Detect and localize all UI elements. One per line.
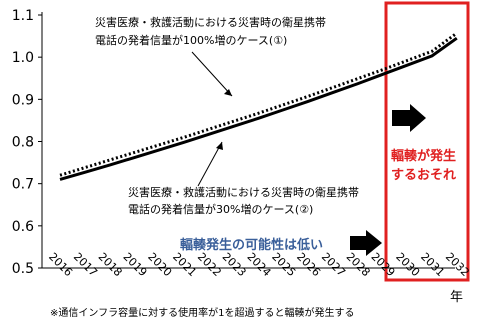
annotation-series2-arrowhead — [216, 142, 223, 150]
y-tick-label: 0.9 — [12, 92, 34, 108]
x-tick-label: 2020 — [145, 250, 174, 279]
danger-region-box — [384, 1, 470, 282]
annotation-series2-line1: 災害医療・救護活動における災害時の衛星携帯 — [128, 185, 359, 199]
series-line-2 — [59, 36, 458, 181]
series-line-1 — [59, 31, 458, 177]
annotation-series2-arrow — [197, 141, 223, 187]
x-tick-label: 2022 — [195, 250, 224, 279]
y-tick-label: 0.8 — [12, 135, 34, 151]
x-tick-label: 2030 — [393, 250, 422, 279]
x-tick-label: 2027 — [319, 250, 348, 279]
danger-label-line1: 輻輳が発生 — [391, 148, 456, 164]
safe-arrow-icon — [350, 230, 382, 256]
footnote: ※通信インフラ容量に対する使用率が1を超過すると輻輳が発生する — [50, 306, 354, 319]
x-tick-label: 2019 — [120, 250, 149, 279]
danger-label-line2: するおそれ — [391, 168, 456, 183]
x-tick-label: 2025 — [269, 250, 298, 279]
x-tick-label: 2029 — [368, 250, 397, 279]
annotation-series2-line2: 電話の発着信量が30%増のケース(②) — [128, 202, 313, 216]
annotation-series1-arrow — [191, 51, 233, 97]
x-tick-label: 2016 — [46, 250, 75, 279]
annotation-series1-arrowhead — [224, 89, 232, 96]
x-tick-label: 2023 — [220, 250, 249, 279]
x-tick-label: 2021 — [170, 250, 199, 279]
x-tick-label: 2017 — [71, 250, 100, 279]
x-tick-label: 2024 — [244, 250, 273, 279]
x-tick-label: 2026 — [294, 250, 323, 279]
y-tick-label: 0.6 — [12, 219, 34, 235]
y-tick-label: 0.7 — [12, 177, 34, 193]
annotation-series1-line1: 災害医療・救護活動における災害時の衛星携帯 — [95, 15, 326, 29]
danger-arrow-icon — [392, 104, 426, 132]
safe-label: 輻輳発生の可能性は低い — [180, 237, 323, 253]
x-tick-label: 2018 — [96, 250, 125, 279]
x-tick-label: 2028 — [344, 250, 373, 279]
annotation-series1-line2: 電話の発着信量が100%増のケース(①) — [95, 33, 287, 47]
y-tick-label: 1.0 — [12, 50, 34, 66]
y-tick-label: 0.5 — [12, 261, 34, 277]
x-unit-label: 年 — [450, 290, 463, 305]
y-tick-label: 1.1 — [12, 8, 34, 24]
x-tick-label: 2031 — [418, 250, 447, 279]
